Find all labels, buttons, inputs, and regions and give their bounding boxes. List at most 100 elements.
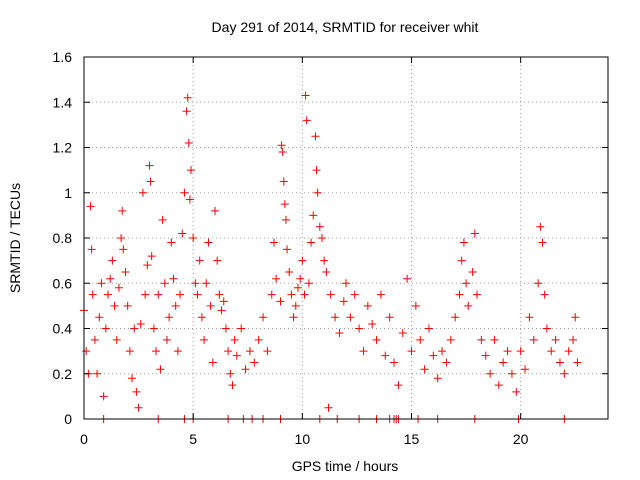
data-point (438, 347, 447, 356)
data-point (108, 256, 117, 265)
data-point (114, 283, 123, 292)
data-point (346, 313, 355, 322)
data-point (571, 313, 580, 322)
data-point (110, 301, 119, 310)
data-point (183, 93, 192, 102)
data-point (564, 347, 573, 356)
y-tick-label: 1 (64, 185, 72, 201)
data-point (473, 290, 481, 299)
data-point (118, 206, 127, 215)
plot-frame (83, 56, 609, 420)
data-point (355, 324, 364, 333)
data-point (481, 351, 490, 360)
data-point (455, 290, 464, 299)
data-point (429, 351, 438, 360)
data-point (468, 267, 477, 276)
data-point (494, 381, 503, 390)
data-point (394, 381, 403, 390)
data-point (276, 297, 285, 306)
data-point (555, 358, 564, 367)
data-point (503, 347, 512, 356)
data-point (145, 161, 154, 170)
data-point (278, 148, 287, 157)
data-point (521, 365, 530, 374)
data-point (298, 256, 307, 265)
data-point (560, 369, 569, 378)
data-point (490, 335, 499, 344)
data-point (106, 274, 115, 283)
data-point (551, 335, 560, 344)
data-point (138, 188, 147, 197)
data-point (573, 358, 582, 367)
data-point (304, 279, 313, 288)
data-point (536, 222, 545, 231)
data-point (241, 365, 250, 374)
data-point (296, 274, 305, 283)
data-point (219, 297, 228, 306)
data-point (112, 335, 121, 344)
x-axis-label: GPS time / hours (292, 458, 399, 474)
data-point (446, 335, 455, 344)
data-point (95, 313, 104, 322)
data-points (80, 91, 582, 423)
data-point (82, 347, 91, 356)
data-point (182, 107, 191, 116)
data-point (254, 335, 263, 344)
data-point (121, 267, 130, 276)
data-point (154, 290, 163, 299)
data-point (363, 301, 372, 310)
x-tick-label: 20 (513, 431, 529, 447)
data-point (195, 256, 204, 265)
data-point (398, 329, 407, 338)
data-point (540, 290, 549, 299)
data-point (486, 369, 495, 378)
grid-lines (84, 57, 608, 419)
data-point (416, 335, 425, 344)
y-tick-label: 0.8 (53, 230, 73, 246)
data-point (281, 215, 290, 224)
data-point (442, 358, 451, 367)
data-point (169, 274, 178, 283)
data-point (185, 195, 194, 204)
data-point (516, 347, 525, 356)
data-point (291, 301, 300, 310)
data-point (287, 290, 296, 299)
data-point (433, 374, 442, 383)
data-point (315, 222, 324, 231)
data-point (132, 387, 141, 396)
data-point (93, 369, 102, 378)
data-point (156, 365, 165, 374)
data-point (534, 279, 543, 288)
data-point (309, 211, 318, 220)
y-tick-label: 1.4 (53, 94, 73, 110)
data-point (312, 166, 321, 175)
data-point (457, 256, 466, 265)
data-point (202, 279, 211, 288)
data-point (88, 290, 97, 299)
data-point (87, 245, 96, 254)
data-point (280, 200, 289, 209)
data-point (547, 347, 556, 356)
data-point (165, 313, 174, 322)
data-point (411, 301, 420, 310)
data-point (279, 177, 288, 186)
data-point (459, 238, 468, 247)
y-tick-label: 0 (64, 411, 72, 427)
data-point (311, 132, 320, 141)
data-point (101, 324, 110, 333)
data-point (376, 290, 385, 299)
data-point (125, 347, 134, 356)
data-point (301, 91, 310, 100)
data-point (269, 238, 278, 247)
data-point (300, 290, 309, 299)
data-point (538, 238, 547, 247)
data-point (104, 290, 113, 299)
data-point (136, 319, 145, 328)
data-point (178, 229, 187, 238)
data-point (191, 279, 200, 288)
data-point (342, 279, 350, 288)
data-point (381, 351, 390, 360)
data-point (123, 301, 132, 310)
y-tick-label: 0.6 (53, 275, 73, 291)
